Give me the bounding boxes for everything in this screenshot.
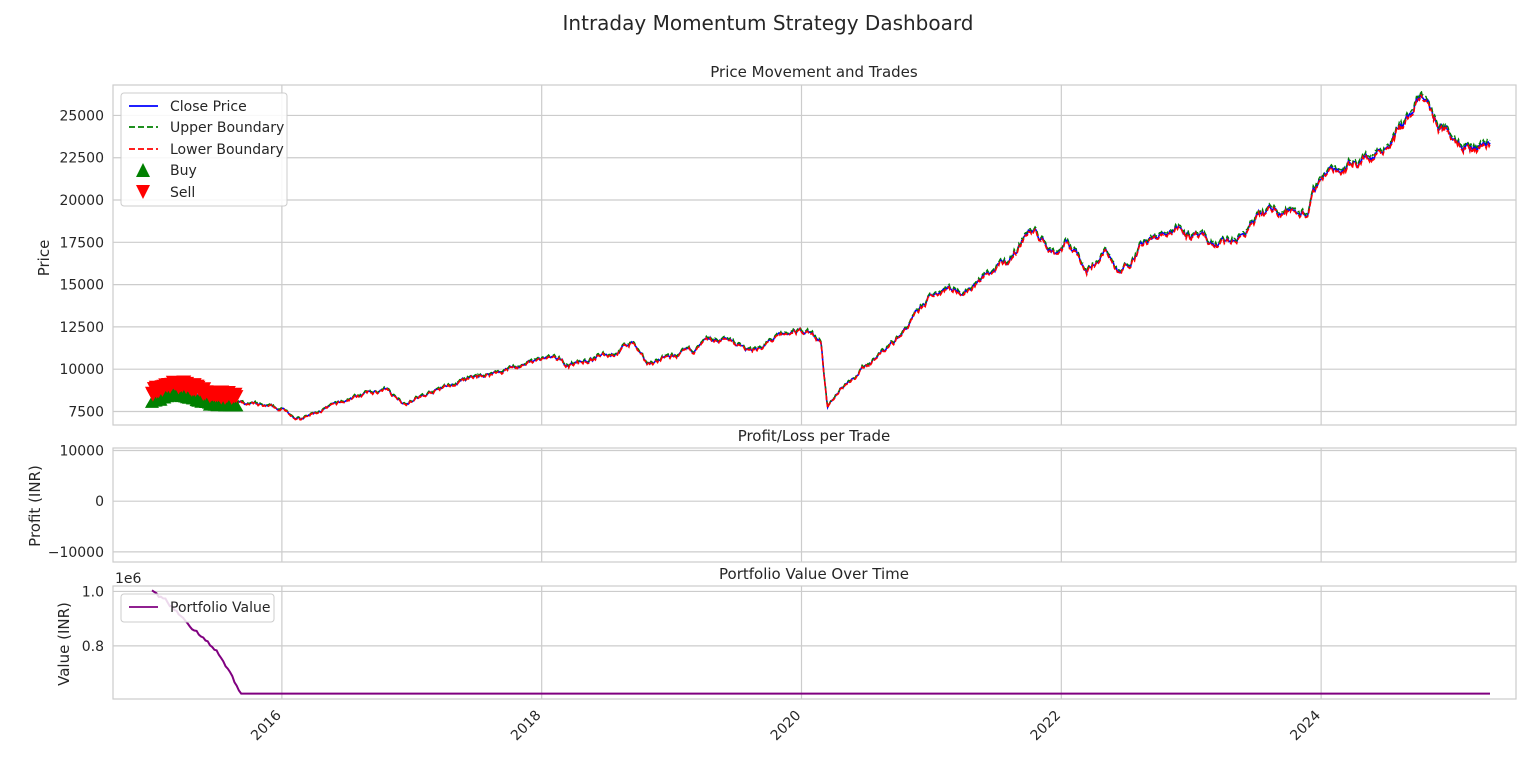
y-tick-label: 12500 — [59, 320, 104, 336]
portfolio-legend-box — [120, 593, 275, 623]
legend-buy-marker — [136, 163, 150, 177]
portfolio-offset-label: 1e6 — [115, 571, 142, 587]
profit-y-ticks: −10000 0 10000 — [48, 444, 104, 561]
x-tick-label: 2018 — [508, 708, 545, 745]
price-plot-area — [112, 84, 1517, 426]
y-tick-label: 10000 — [59, 444, 104, 460]
y-tick-label: 15000 — [59, 278, 104, 294]
x-tick-label: 2024 — [1287, 707, 1324, 744]
price-y-label: Price — [35, 240, 53, 277]
legend-sell-marker — [136, 185, 150, 199]
profit-chart-title: Profit/Loss per Trade — [738, 427, 891, 445]
price-axes: 750010000125001500017500200002250025000 … — [35, 63, 1517, 426]
legend-buy-label: Buy — [170, 163, 197, 179]
profit-plot-area — [112, 447, 1517, 563]
portfolio-series — [151, 589, 1490, 695]
buy-marker — [229, 399, 244, 412]
y-tick-label: 10000 — [59, 362, 104, 378]
portfolio-plot-area — [112, 585, 1517, 700]
legend-close-label: Close Price — [170, 99, 247, 115]
y-tick-label: 17500 — [59, 235, 104, 251]
y-tick-label: 0.8 — [82, 639, 104, 655]
price-chart-title: Price Movement and Trades — [710, 63, 918, 81]
legend-portfolio-label: Portfolio Value — [170, 600, 271, 616]
legend-sell-label: Sell — [170, 185, 195, 201]
lower-boundary-line — [151, 94, 1491, 421]
legend-lower-label: Lower Boundary — [170, 142, 284, 158]
upper-boundary-line — [151, 90, 1491, 420]
y-tick-label: 7500 — [68, 404, 104, 420]
x-tick-label: 2016 — [248, 707, 285, 744]
price-series — [144, 90, 1491, 421]
portfolio-legend: Portfolio Value — [120, 593, 275, 623]
y-tick-label: 20000 — [59, 193, 104, 209]
price-grid — [113, 85, 1516, 425]
y-tick-label: 1.0 — [82, 584, 104, 600]
legend-upper-label: Upper Boundary — [170, 120, 284, 136]
dashboard-title: Intraday Momentum Strategy Dashboard — [563, 11, 974, 35]
y-tick-label: 0 — [95, 494, 104, 510]
x-tick-label: 2022 — [1028, 708, 1065, 745]
y-tick-label: −10000 — [48, 545, 104, 561]
portfolio-chart-title: Portfolio Value Over Time — [719, 565, 909, 583]
profit-grid — [113, 448, 1516, 562]
profit-axes: −10000 0 10000 Profit/Loss per Trade Profi… — [26, 427, 1517, 563]
y-tick-label: 22500 — [59, 151, 104, 167]
profit-y-label: Profit (INR) — [26, 465, 44, 547]
trade-markers — [144, 375, 244, 412]
price-y-ticks: 7500 10000 12500 15000 17500 20000 22500 25000 — [59, 108, 104, 420]
sell-marker — [229, 390, 244, 404]
portfolio-y-label: Value (INR) — [55, 602, 73, 686]
portfolio-value-line — [151, 589, 1490, 695]
portfolio-y-ticks: 0.8 1.0 — [82, 584, 104, 654]
x-axis-ticks: 2016 2018 2020 2022 2024 — [248, 707, 1324, 744]
portfolio-grid — [113, 586, 1516, 699]
portfolio-axes: 0.8 1.0 Portfolio Value Over Time 1e6 Val… — [55, 565, 1517, 700]
price-legend-box — [120, 92, 288, 207]
price-legend: Close Price Upper Boundary Lower Boundar… — [120, 92, 288, 207]
x-tick-label: 2020 — [768, 708, 805, 745]
y-tick-label: 25000 — [59, 108, 104, 124]
